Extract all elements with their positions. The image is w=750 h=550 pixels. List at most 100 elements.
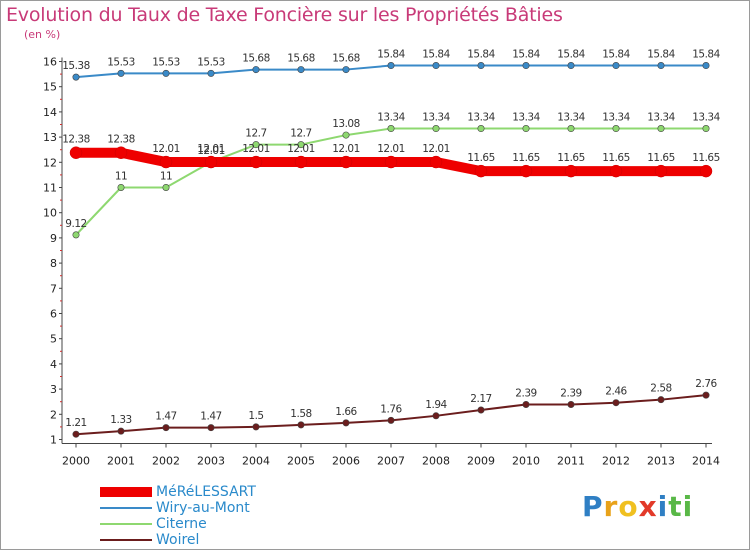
data-point (567, 125, 575, 133)
data-point (567, 62, 575, 70)
legend-label: Citerne (156, 516, 207, 532)
data-label: 15.68 (242, 53, 270, 65)
data-label: 9.12 (65, 218, 86, 230)
data-label: 12.01 (377, 143, 405, 155)
data-label: 13.34 (467, 112, 495, 124)
data-point (297, 141, 305, 149)
data-point (252, 423, 260, 431)
y-tick-label: 7 (50, 282, 57, 295)
data-label: 13.34 (422, 112, 450, 124)
data-point (519, 164, 533, 178)
data-label: 12.01 (197, 145, 225, 157)
data-point (477, 125, 485, 133)
data-point (342, 131, 350, 139)
data-label: 13.34 (512, 112, 540, 124)
data-point (294, 155, 308, 169)
data-point (702, 391, 710, 399)
data-point (432, 412, 440, 420)
y-tick-label: 14 (43, 106, 57, 119)
data-point (612, 62, 620, 70)
data-label: 12.38 (62, 134, 90, 146)
data-point (567, 400, 575, 408)
data-label: 2.17 (470, 393, 491, 405)
data-label: 1.33 (110, 414, 131, 426)
brand-letter: P (582, 490, 604, 523)
data-label: 11.65 (557, 152, 585, 164)
data-point (384, 155, 398, 169)
x-tick-label: 2013 (647, 455, 675, 468)
legend-label: MéRéLESSART (156, 484, 256, 500)
data-point (429, 155, 443, 169)
x-tick-label: 2008 (422, 455, 450, 468)
data-label: 1.66 (335, 406, 357, 418)
data-point (114, 146, 128, 159)
data-label: 1.47 (155, 411, 176, 423)
data-point (702, 125, 710, 133)
y-tick-label: 1 (50, 434, 57, 447)
data-point (522, 400, 530, 408)
data-point (387, 125, 395, 133)
data-point (612, 125, 620, 133)
brand-letter: i (657, 490, 669, 523)
data-label: 15.84 (557, 49, 585, 61)
y-tick-label: 16 (43, 56, 57, 69)
y-tick-label: 12 (43, 156, 57, 169)
brand-letter: x (638, 490, 658, 523)
data-point (249, 155, 263, 169)
data-label: 15.84 (692, 49, 720, 61)
x-tick-label: 2007 (377, 455, 405, 468)
data-label: 2.39 (515, 387, 536, 399)
data-label: 1.47 (200, 411, 221, 423)
data-label: 11.65 (602, 152, 630, 164)
data-label: 15.84 (512, 49, 540, 61)
data-label: 11.65 (467, 152, 495, 164)
x-tick-label: 2004 (242, 455, 270, 468)
data-point (297, 66, 305, 74)
x-tick-label: 2003 (197, 455, 225, 468)
data-label: 15.84 (467, 49, 495, 61)
data-label: 11.65 (647, 152, 675, 164)
data-label: 2.76 (695, 378, 717, 390)
legend-swatch (100, 539, 152, 541)
chart-title: Evolution du Taux de Taxe Foncière sur l… (6, 4, 563, 26)
data-label: 1.94 (425, 399, 447, 411)
data-label: 15.84 (647, 49, 675, 61)
y-tick-label: 11 (43, 182, 57, 195)
data-point (339, 155, 353, 169)
x-tick-label: 2005 (287, 455, 315, 468)
data-point (342, 66, 350, 74)
data-label: 12.38 (107, 134, 135, 146)
brand-letter: t (668, 490, 683, 523)
data-label: 1.58 (290, 408, 311, 420)
x-tick-label: 2012 (602, 455, 630, 468)
data-label: 15.38 (62, 60, 90, 72)
data-point (72, 231, 80, 239)
data-point (522, 125, 530, 133)
data-label: 15.53 (197, 56, 225, 68)
legend-label: Woirel (156, 532, 200, 548)
y-tick-label: 9 (50, 232, 57, 245)
data-point (657, 62, 665, 70)
x-tick-label: 2014 (692, 455, 720, 468)
data-point (69, 146, 83, 159)
y-tick-label: 10 (43, 207, 57, 220)
data-label: 2.39 (560, 387, 581, 399)
data-label: 11.65 (692, 152, 720, 164)
data-point (477, 62, 485, 70)
y-tick-label: 8 (50, 257, 57, 270)
y-tick-label: 3 (50, 383, 57, 396)
x-tick-label: 2000 (62, 455, 90, 468)
data-label: 13.34 (692, 112, 720, 124)
data-point (207, 69, 215, 77)
data-label: 11 (115, 171, 127, 183)
data-point (117, 427, 125, 435)
legend-swatch (100, 487, 152, 497)
data-point (342, 419, 350, 427)
data-label: 13.34 (602, 112, 630, 124)
data-point (117, 184, 125, 192)
data-point (699, 164, 713, 178)
data-point (117, 69, 125, 77)
data-label: 15.53 (152, 56, 180, 68)
data-point (72, 430, 80, 438)
